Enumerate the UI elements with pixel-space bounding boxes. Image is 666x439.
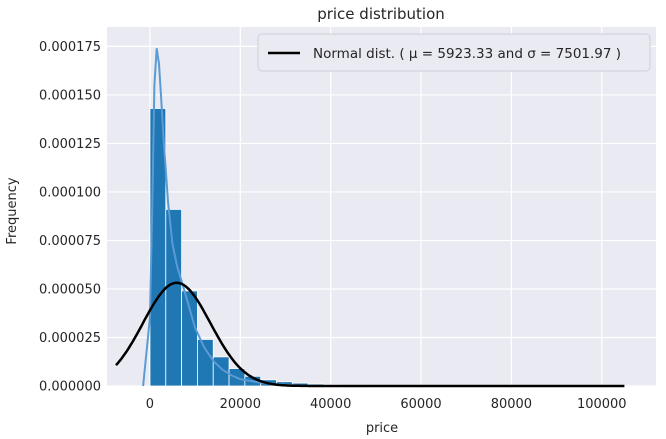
y-tick-label: 0.000025 [39, 331, 101, 346]
y-tick-label: 0.000150 [39, 88, 101, 103]
y-axis-label: Frequency [5, 177, 20, 244]
x-axis-label: price [366, 421, 398, 436]
y-tick-label: 0.000175 [39, 40, 101, 55]
x-tick-label: 60000 [400, 397, 441, 412]
x-tick-label: 20000 [220, 397, 261, 412]
histogram-bar [197, 339, 214, 387]
y-tick-label: 0.000100 [39, 185, 101, 200]
histogram-bars [149, 108, 625, 387]
legend-box [257, 33, 651, 72]
x-tick-label: 0 [146, 397, 154, 412]
y-tick-label: 0.000075 [39, 234, 101, 249]
x-tick-label: 100000 [577, 397, 627, 412]
x-axis-ticks: 0 20000 40000 60000 80000 100000 [146, 397, 627, 412]
normal-fit-curve [115, 281, 625, 388]
watermark: CSDN @上山打老虎D [512, 410, 652, 426]
x-tick-label: 40000 [310, 397, 351, 412]
legend: Normal dist. ( μ = 5923.33 and σ = 7501.… [257, 33, 651, 72]
chart-title: price distribution [317, 5, 445, 23]
legend-label: Normal dist. ( μ = 5923.33 and σ = 7501.… [313, 46, 621, 62]
y-tick-label: 0.000050 [39, 282, 101, 297]
plot-background [107, 27, 656, 386]
kde-curve [142, 48, 309, 387]
x-tick-label: 80000 [491, 397, 532, 412]
histogram-bar [165, 209, 183, 387]
y-tick-label: 0.000125 [39, 137, 101, 152]
y-tick-label: 0.000000 [39, 380, 101, 395]
y-axis-ticks: 0.000000 0.000025 0.000050 0.000075 0.000100… [39, 40, 101, 395]
